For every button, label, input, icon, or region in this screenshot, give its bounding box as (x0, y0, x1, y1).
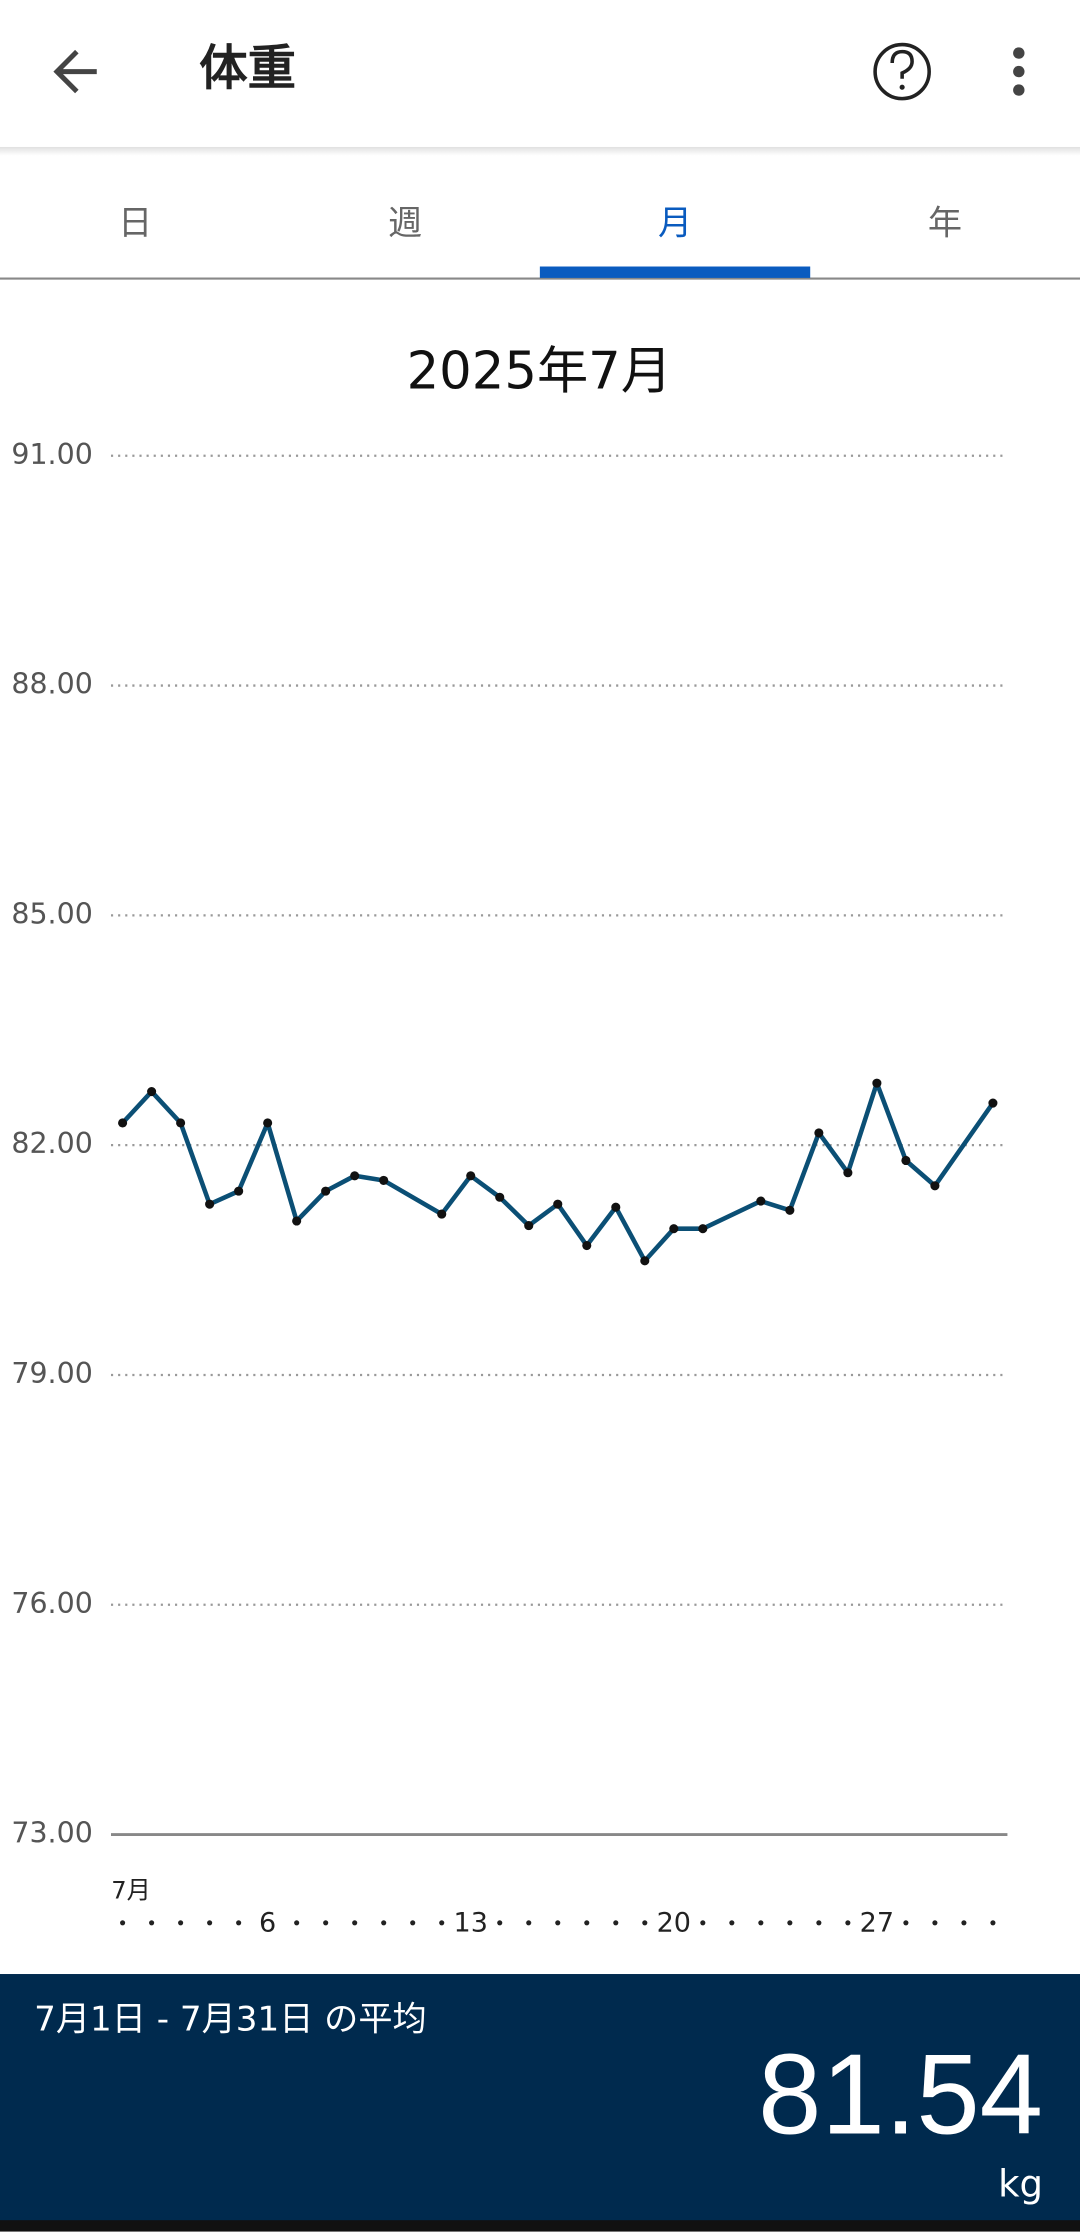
data-point (234, 1186, 244, 1196)
more-dot (1013, 84, 1025, 96)
data-point (698, 1224, 708, 1234)
day-dot (207, 1920, 213, 1926)
data-point (176, 1118, 186, 1128)
data-point (901, 1155, 911, 1166)
data-point (843, 1168, 853, 1178)
data-point (524, 1221, 534, 1231)
tab[interactable]: 週 (388, 204, 422, 244)
more-dot (1013, 65, 1025, 78)
more-dot (1013, 47, 1025, 59)
data-point (814, 1128, 824, 1138)
day-dot (323, 1920, 329, 1926)
data-point (321, 1186, 331, 1196)
y-tick-label: 76.00 (11, 1587, 92, 1620)
day-dot (961, 1920, 967, 1926)
chart-title: 2025年7月 (407, 342, 672, 402)
summary-unit: kg (998, 2163, 1043, 2206)
data-point (379, 1175, 389, 1185)
data-point (466, 1171, 476, 1181)
x-tick-label: 7月 (111, 1876, 151, 1904)
data-point (930, 1181, 940, 1191)
day-dot (526, 1920, 532, 1926)
day-dot (178, 1920, 184, 1926)
day-dot (787, 1920, 793, 1926)
header-shadow (0, 146, 1080, 156)
help-icon (873, 42, 931, 101)
page-title: 体重 (199, 41, 296, 97)
day-dot (758, 1920, 764, 1926)
x-tick-label: 20 (657, 1908, 691, 1939)
day-dot (729, 1920, 735, 1926)
line-series (120, 1080, 995, 1264)
chart: 91.00 88.00 85.00 82.00 79.00 76.00 73.00 7月 6 13… (11, 438, 1008, 1939)
day-dot (294, 1920, 300, 1926)
help-glyph (890, 49, 914, 79)
tab[interactable]: 月 (658, 204, 692, 244)
data-point (147, 1086, 157, 1097)
data-point (553, 1199, 563, 1209)
data-point (495, 1192, 505, 1202)
y-tick-label: 85.00 (11, 897, 92, 930)
day-dot (497, 1920, 503, 1926)
day-dot (381, 1920, 387, 1926)
day-dot (439, 1920, 445, 1926)
day-dot (410, 1920, 416, 1926)
day-dot (990, 1920, 996, 1926)
y-tick-label: 79.00 (11, 1357, 92, 1390)
day-dot (236, 1920, 242, 1926)
x-tick-label: 6 (259, 1908, 276, 1939)
data-point (437, 1209, 447, 1219)
data-point (640, 1256, 650, 1266)
data-point (292, 1216, 302, 1226)
day-dot (120, 1920, 126, 1926)
day-dot (352, 1920, 358, 1926)
day-dot (555, 1920, 561, 1926)
day-dot (845, 1920, 851, 1926)
day-dot (642, 1920, 648, 1926)
y-tick-label: 88.00 (11, 668, 92, 701)
day-dot (613, 1920, 619, 1926)
tab-indicator (539, 266, 811, 278)
nav-bar (0, 2220, 1080, 2232)
tab[interactable]: 年 (928, 204, 962, 244)
summary-label: 7月1日 - 7月31日 の平均 (34, 1999, 426, 2039)
y-tick-label: 82.00 (11, 1127, 92, 1160)
day-dot (816, 1920, 822, 1926)
data-point (611, 1202, 621, 1212)
x-tick-label: 27 (860, 1908, 894, 1939)
back-icon (53, 49, 97, 94)
summary-panel (0, 1974, 1080, 2224)
data-point (872, 1078, 882, 1088)
y-tick-label: 73.00 (11, 1817, 92, 1850)
y-tick-label: 91.00 (11, 438, 92, 471)
day-dot (584, 1920, 590, 1926)
x-tick-label: 13 (454, 1908, 488, 1939)
data-point (785, 1205, 795, 1215)
more-button[interactable] (1013, 47, 1025, 96)
day-dot (903, 1920, 909, 1926)
data-point (669, 1224, 679, 1234)
data-point (756, 1196, 766, 1206)
day-dot (149, 1920, 155, 1926)
data-point (263, 1118, 273, 1128)
day-dot (700, 1920, 706, 1926)
data-point (582, 1240, 592, 1251)
back-button[interactable] (53, 49, 97, 94)
data-point (118, 1118, 128, 1128)
data-point (205, 1199, 215, 1209)
summary-value: 81.54 (758, 2032, 1043, 2159)
day-dot (932, 1920, 938, 1926)
tab[interactable]: 日 (118, 204, 152, 244)
data-point (350, 1171, 360, 1181)
data-point (988, 1098, 998, 1108)
help-button[interactable] (873, 42, 931, 101)
help-dot (899, 84, 905, 90)
tab-bar: 日週月年 (118, 204, 962, 278)
